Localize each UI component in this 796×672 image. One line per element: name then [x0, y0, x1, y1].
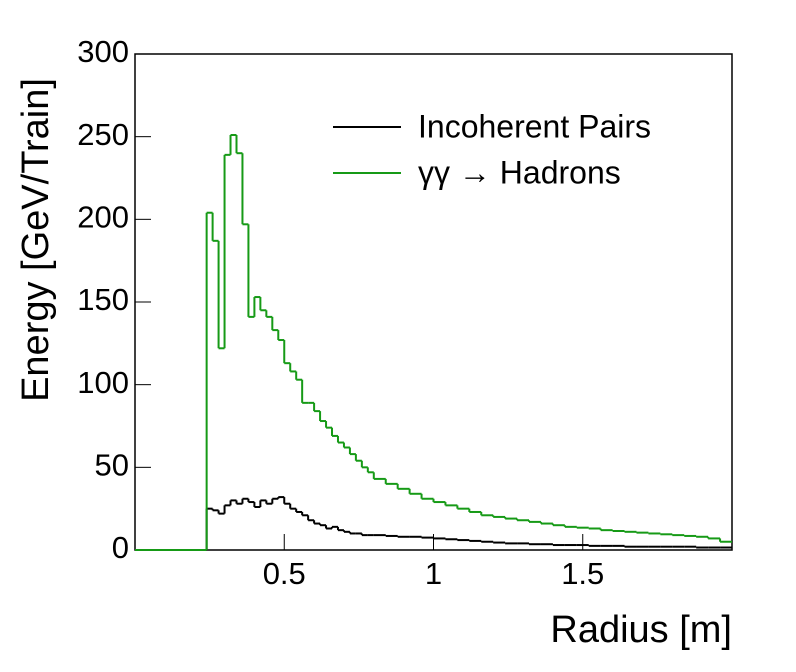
y-tick-label: 200	[77, 200, 129, 235]
x-tick-label: 1	[425, 556, 442, 591]
x-tick-label: 0.5	[263, 556, 306, 591]
legend-label: Incoherent Pairs	[418, 108, 651, 144]
x-axis-title: Radius [m]	[550, 609, 732, 651]
y-tick-label: 150	[77, 282, 129, 317]
y-tick-label: 300	[77, 34, 129, 69]
x-tick-label: 1.5	[561, 556, 604, 591]
y-tick-label: 50	[95, 448, 129, 483]
y-tick-label: 250	[77, 117, 129, 152]
legend-label: γγ → Hadrons	[418, 154, 621, 190]
y-tick-label: 100	[77, 365, 129, 400]
y-axis-title: Energy [GeV/Train]	[15, 78, 57, 402]
y-tick-label: 0	[112, 530, 129, 565]
